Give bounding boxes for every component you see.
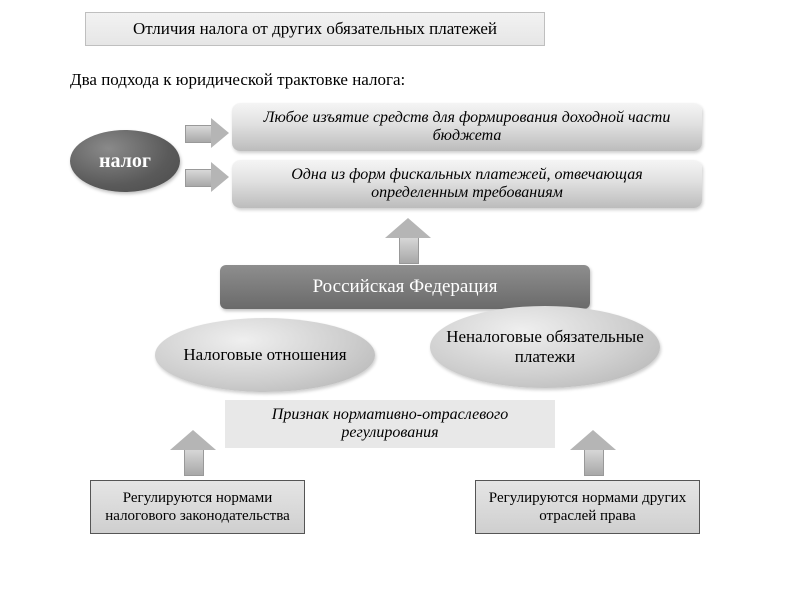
- arrow-right-icon: [185, 162, 229, 192]
- tax-oval: налог: [70, 130, 180, 192]
- regulated-tax-law-box: Регулируются нормами налогового законода…: [90, 480, 305, 534]
- federation-bar: Российская Федерация: [220, 265, 590, 309]
- nontax-payments-oval: Неналоговые обязательные платежи: [430, 306, 660, 388]
- arrow-up-icon: [570, 430, 616, 476]
- arrow-up-icon: [170, 430, 216, 476]
- definition-pill-2: Одна из форм фискальных платежей, отвеча…: [232, 160, 702, 208]
- arrow-right-icon: [185, 118, 229, 148]
- regulated-other-law-box: Регулируются нормами других отраслей пра…: [475, 480, 700, 534]
- criterion-caption: Признак нормативно-отраслевого регулиров…: [225, 400, 555, 448]
- arrow-up-icon: [385, 218, 431, 264]
- slide-title: Отличия налога от других обязательных пл…: [85, 12, 545, 46]
- tax-relations-oval: Налоговые отношения: [155, 318, 375, 392]
- subtitle-text: Два подхода к юридической трактовке нало…: [70, 70, 405, 90]
- definition-pill-1: Любое изъятие средств для формирования д…: [232, 103, 702, 151]
